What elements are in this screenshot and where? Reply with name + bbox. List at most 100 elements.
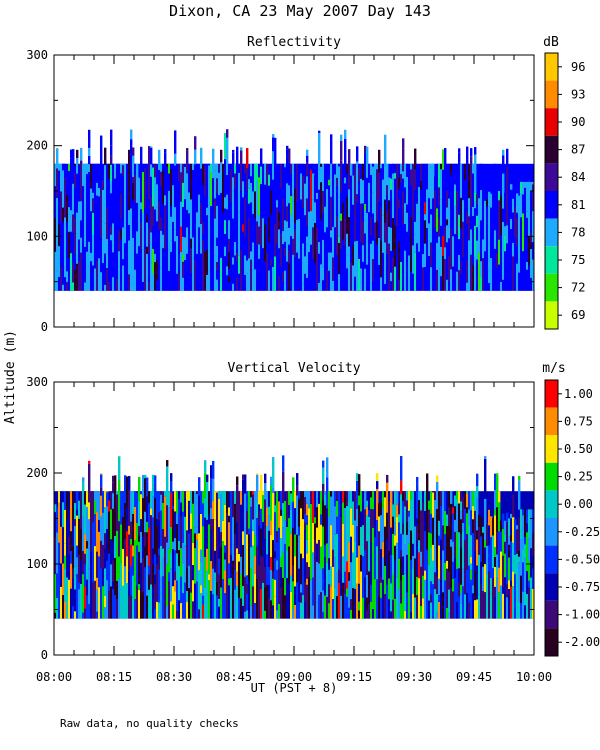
echo-streak [480,276,483,291]
echo-streak [518,509,521,518]
echo-streak [188,491,191,501]
echo-streak [352,588,355,619]
echo-streak [242,181,245,198]
echo-streak [374,163,377,173]
echo-streak [528,587,531,619]
echo-streak [352,524,355,553]
echo-streak [114,535,117,558]
echo-streak [204,166,207,197]
echo-streak [520,266,523,284]
echo-streak [128,168,131,211]
echo-streak [336,572,339,597]
echo-streak [194,533,197,549]
echo-streak [202,163,205,185]
echo-streak [484,592,487,619]
echo-streak [364,194,367,204]
echo-streak [320,592,323,619]
echo-streak [436,163,439,194]
echo-streak [270,520,273,535]
echo-streak [370,216,373,236]
echo-streak [462,568,465,587]
echo-streak [218,606,221,619]
echo-streak [222,182,225,213]
echo-streak [168,270,171,291]
echo-streak [190,199,193,239]
echo-streak [522,213,525,252]
echo-streak [318,253,321,283]
echo-streak [448,245,451,257]
y-tick-label: 100 [26,229,48,243]
echo-streak [358,191,361,203]
echo-streak [172,604,175,619]
echo-streak [362,245,365,262]
echo-streak [340,595,343,619]
echo-streak [308,175,311,203]
echo-streak [358,181,361,192]
echo-streak [246,168,249,191]
echo-streak [318,282,321,291]
echo-streak [250,506,253,548]
echo-streak [382,491,385,508]
echo-streak [198,495,201,516]
echo-streak [402,556,405,575]
echo-streak [396,505,399,517]
echo-streak [154,475,157,498]
echo-streak [304,513,307,523]
echo-streak [340,140,343,161]
echo-streak [526,181,529,212]
echo-streak [226,580,229,619]
echo-streak [292,201,295,239]
echo-streak [168,548,171,573]
echo-streak [466,282,469,291]
echo-streak [304,602,307,619]
echo-streak [270,476,273,486]
colorbar-swatch [545,435,558,463]
echo-streak [358,163,361,169]
echo-streak [306,155,309,163]
echo-streak [174,591,177,619]
echo-streak [450,228,453,270]
echo-streak [216,491,219,493]
echo-streak [530,548,533,578]
echo-streak [374,238,377,274]
echo-streak [150,164,153,177]
echo-streak [100,516,103,541]
echo-streak [138,223,141,247]
echo-streak [216,492,219,523]
echo-streak [422,502,425,543]
echo-streak [250,176,253,183]
x-tick-label: 08:00 [36,670,72,684]
echo-streak [90,261,93,291]
echo-streak [436,193,439,209]
echo-streak [422,254,425,268]
echo-streak [454,577,457,619]
echo-streak [340,193,343,214]
echo-streak [252,270,255,291]
echo-streak [460,163,463,182]
echo-streak [182,261,185,278]
echo-streak [338,582,341,619]
echo-streak [168,581,171,619]
echo-streak [508,276,511,291]
echo-streak [390,250,393,273]
echo-streak [450,560,453,588]
echo-streak [280,538,283,558]
echo-streak [388,243,391,252]
echo-streak [96,589,99,612]
echo-streak [202,551,205,557]
echo-streak [452,541,455,562]
echo-streak [342,556,345,583]
echo-streak [462,586,465,593]
echo-streak [206,571,209,594]
echo-streak [304,273,307,281]
echo-streak [202,240,205,282]
echo-streak [266,221,269,254]
echo-streak [424,579,427,619]
echo-streak [96,491,99,513]
echo-streak [294,491,297,509]
echo-streak [306,226,309,237]
echo-streak [240,504,243,544]
echo-streak [66,194,69,223]
echo-streak [448,612,451,619]
echo-streak [286,578,289,619]
